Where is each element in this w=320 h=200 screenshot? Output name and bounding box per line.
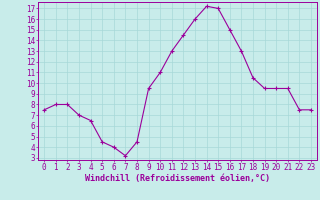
X-axis label: Windchill (Refroidissement éolien,°C): Windchill (Refroidissement éolien,°C) — [85, 174, 270, 183]
